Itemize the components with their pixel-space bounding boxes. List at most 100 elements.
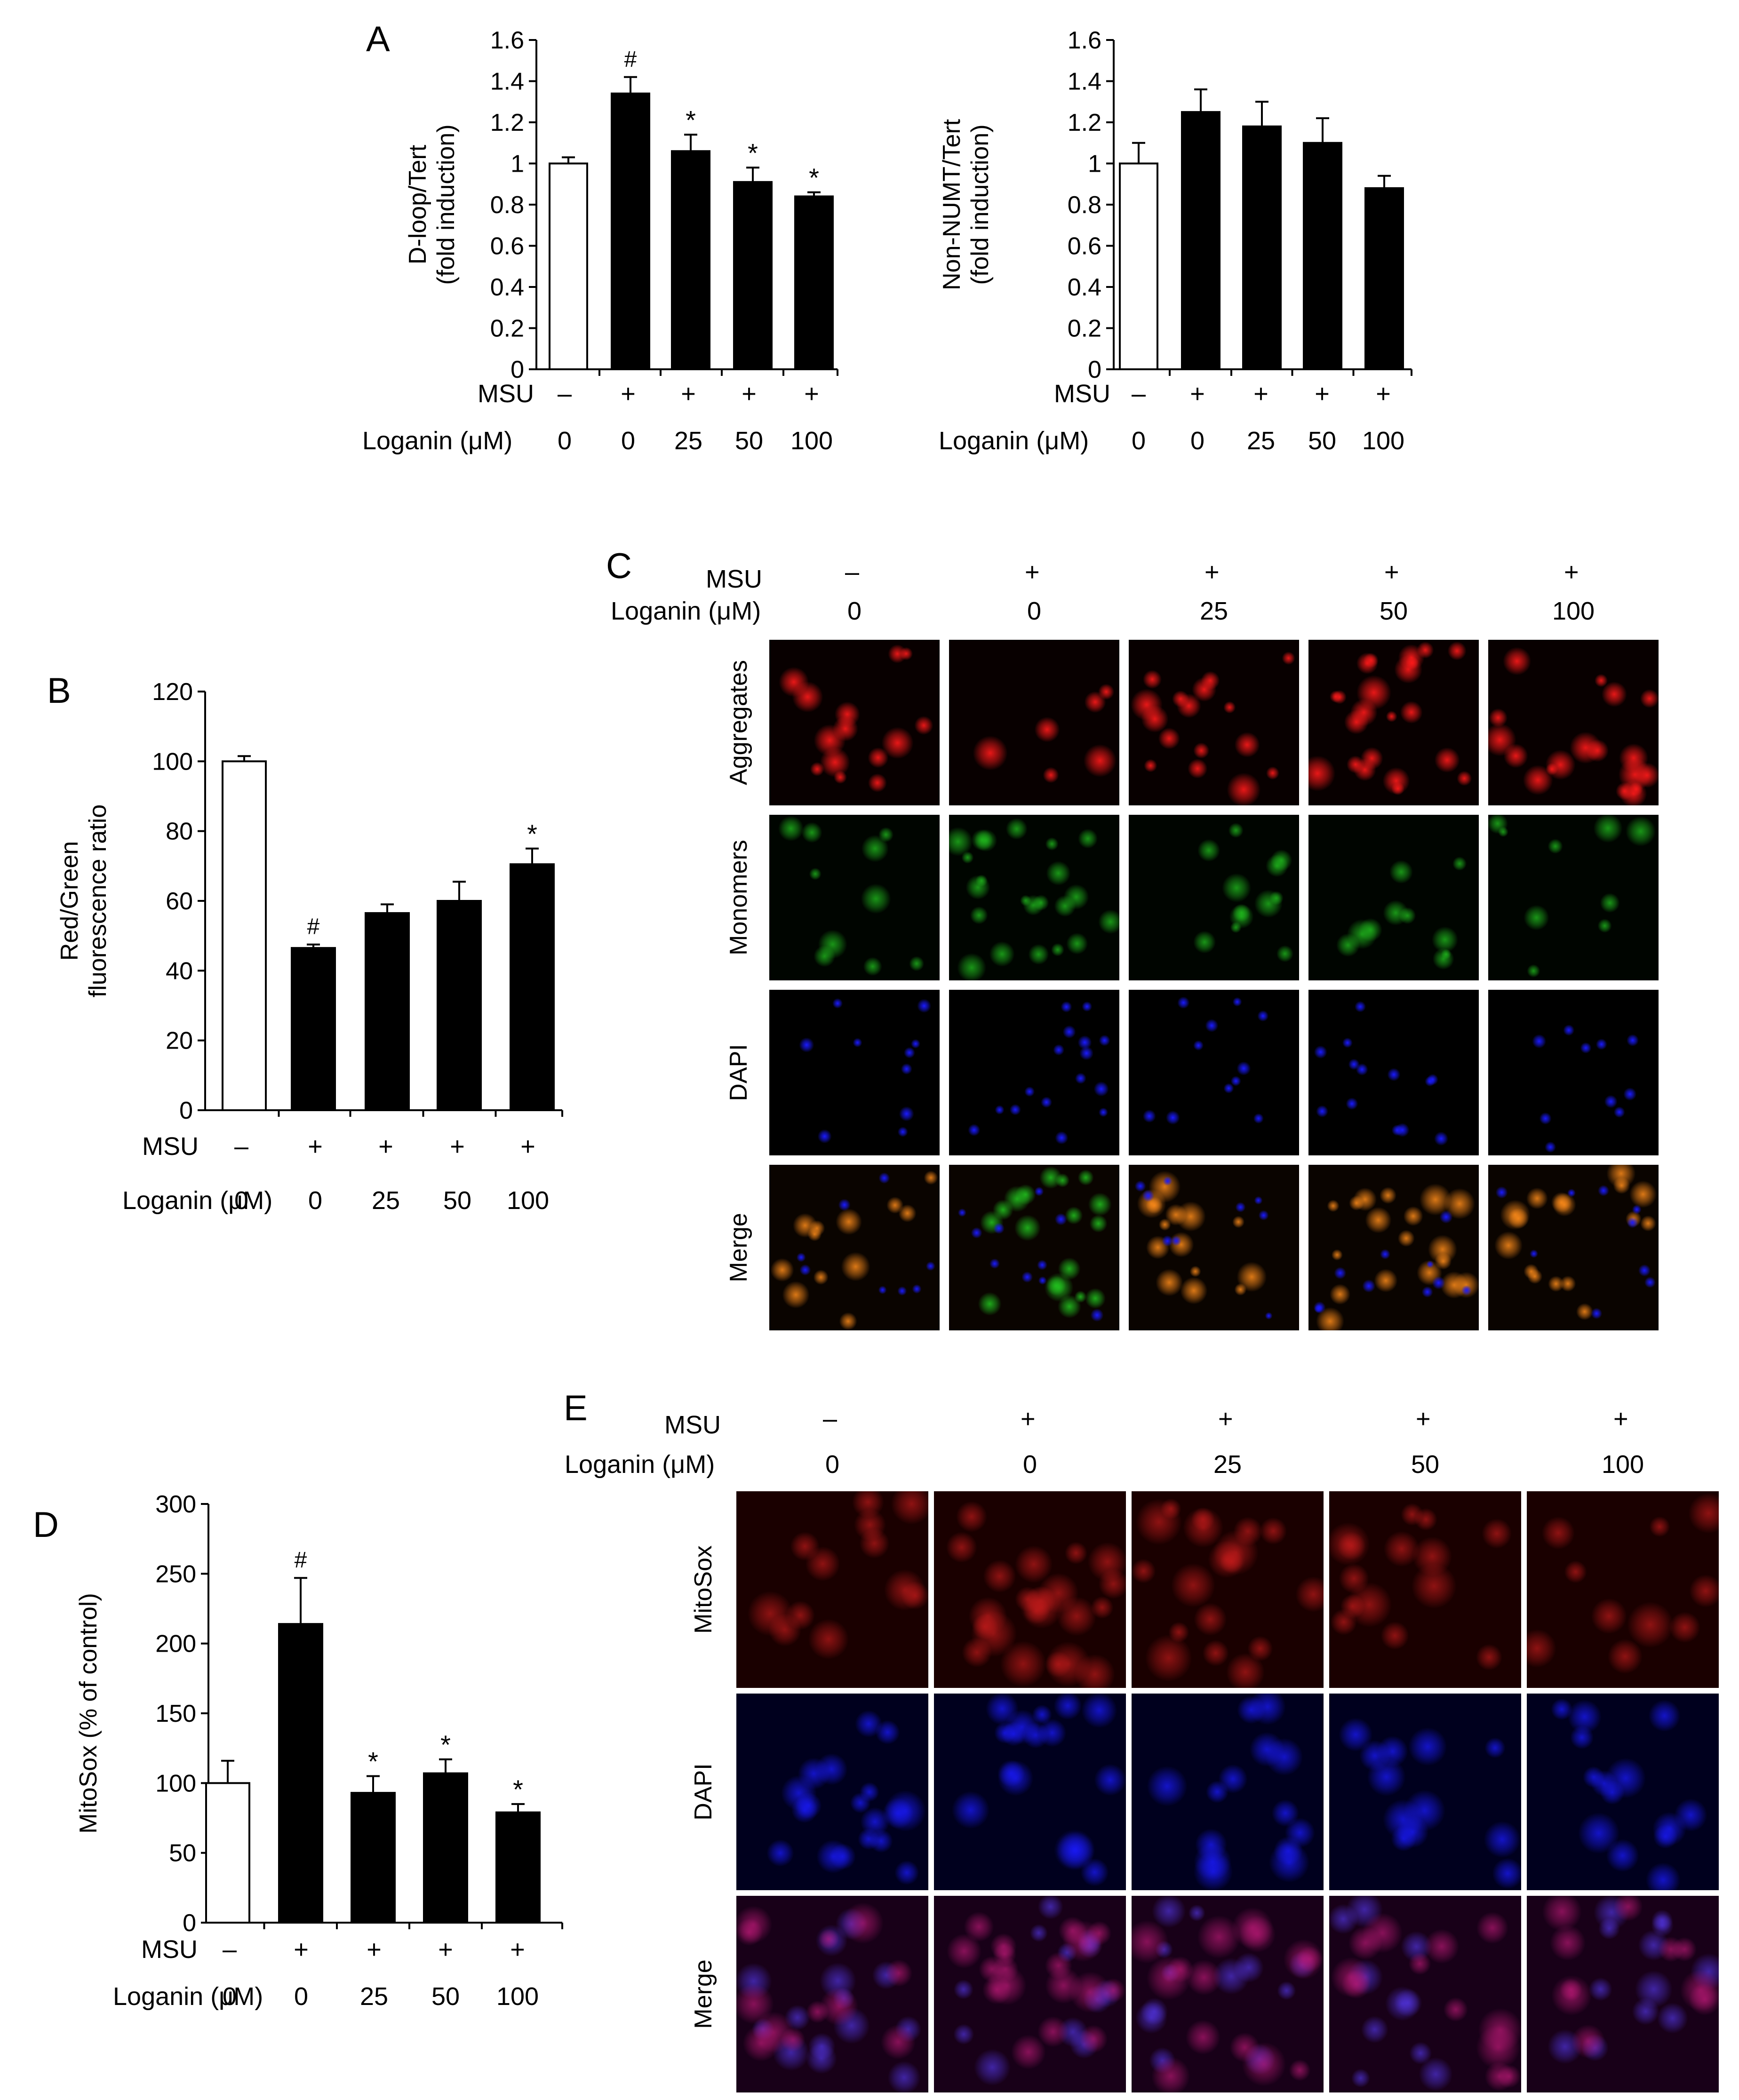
chart-b-msu-value: + (450, 1132, 465, 1161)
chart-a2-y-tick-label: 0.2 (1068, 315, 1101, 342)
c-micrograph-dapi (1129, 990, 1299, 1155)
e-column-loganin: 100 (1601, 1450, 1644, 1479)
chart-d-bar (278, 1623, 323, 1924)
chart-b-y-axis-label: Red/Green (56, 841, 83, 961)
chart-b-loganin-value: 100 (507, 1186, 549, 1215)
chart-a2-loganin-value: 100 (1362, 427, 1404, 455)
e-row-label: Merge (690, 1959, 717, 2029)
panel-letter-d: D (33, 1505, 59, 1545)
c-row-label: DAPI (725, 1044, 752, 1101)
chart-a1-loganin-value: 50 (735, 427, 763, 455)
chart-a2-y-tick-label: 1.2 (1068, 109, 1101, 136)
chart-a2-y-tick-label: 0 (1088, 356, 1101, 383)
chart-d-loganin-value: 50 (431, 1982, 460, 2011)
chart-a2-bar (1119, 162, 1158, 370)
chart-a1-y-tick-label: 0.4 (490, 274, 524, 301)
chart-b-bar (291, 947, 336, 1111)
chart-a1-y-tick-label: 0.6 (490, 233, 524, 260)
e-micrograph-dapi (934, 1694, 1126, 1890)
chart-b-y-tick-label: 60 (166, 888, 193, 915)
c-row-label: Monomers (725, 840, 752, 955)
c-column-msu: + (1384, 558, 1399, 586)
chart-d-msu-value: + (510, 1935, 525, 1964)
e-column-msu: + (1416, 1405, 1431, 1433)
chart-d-y-tick-label: 200 (155, 1631, 196, 1658)
c-micrograph-dapi (949, 990, 1119, 1155)
c-column-msu: + (1025, 558, 1040, 586)
chart-a1-y-tick-label: 0 (511, 356, 524, 383)
chart-a1-bar (794, 195, 834, 370)
chart-a2-y-tick-label: 0.8 (1068, 191, 1101, 219)
chart-d-y-tick-label: 150 (155, 1700, 196, 1727)
c-micrograph-dapi (1308, 990, 1479, 1155)
panel-c-loganin-label: Loganin (μM) (611, 597, 761, 625)
c-column-loganin: 50 (1379, 597, 1408, 625)
e-micrograph-merge (1329, 1896, 1521, 2092)
chart-d-y-tick-label: 250 (155, 1560, 196, 1588)
c-micrograph-merge (1308, 1165, 1479, 1330)
e-column-msu: + (1218, 1405, 1233, 1433)
chart-b-y-axis-label: fluorescence ratio (84, 804, 112, 997)
e-micrograph-merge (934, 1896, 1126, 2092)
c-column-msu: – (845, 558, 860, 586)
c-micrograph-aggregates (769, 640, 940, 805)
chart-b-loganin-value: 0 (308, 1186, 322, 1215)
chart-a1-y-tick-label: 0.2 (490, 315, 524, 342)
c-column-msu: + (1564, 558, 1579, 586)
chart-a1-loganin-value: 0 (621, 427, 635, 455)
chart-a1-y-tick-label: 1.2 (490, 109, 524, 136)
panel-e-msu-label: MSU (664, 1411, 721, 1439)
panel-letter-b: B (47, 671, 71, 711)
chart-b-msu-label: MSU (142, 1132, 199, 1161)
c-row-label: Aggregates (725, 660, 752, 785)
chart-d-significance-marker: * (440, 1730, 451, 1759)
chart-d-significance-marker: * (513, 1774, 523, 1804)
e-row-label: MitoSox (690, 1545, 717, 1634)
c-micrograph-merge (949, 1165, 1119, 1330)
chart-a2-y-tick-label: 1.6 (1068, 27, 1101, 54)
chart-a2-loganin-value: 0 (1132, 427, 1146, 455)
chart-a1-msu-value: + (804, 380, 819, 408)
chart-d-bar (495, 1811, 541, 1924)
chart-a2-loganin-value: 50 (1308, 427, 1336, 455)
e-column-msu: + (1613, 1405, 1628, 1433)
chart-a1-y-tick-label: 0.8 (490, 191, 524, 219)
chart-a2-msu-value: + (1315, 380, 1330, 408)
chart-d-bar (423, 1772, 468, 1924)
chart-d-msu-value: + (294, 1935, 309, 1964)
chart-a2-y-tick-label: 1 (1088, 151, 1101, 178)
chart-d-msu-value: + (367, 1935, 382, 1964)
chart-a2-y-axis-label: Non-NUMT/Tert (938, 119, 965, 290)
e-micrograph-mitosox (1329, 1491, 1521, 1688)
e-column-msu: – (823, 1405, 838, 1433)
chart-a1-y-tick-label: 1.6 (490, 27, 524, 54)
chart-b-msu-value: + (520, 1132, 535, 1161)
panel-letter-c: C (606, 546, 632, 586)
chart-a2-msu-value: + (1376, 380, 1391, 408)
chart-a1-significance-marker: * (686, 105, 696, 135)
chart-a2-msu-value: + (1253, 380, 1268, 408)
chart-d-significance-marker: # (295, 1548, 307, 1573)
panel-e-loganin-label: Loganin (μM) (565, 1450, 715, 1479)
chart-a2-loganin-label: Loganin (μM) (939, 427, 1089, 455)
e-column-loganin: 25 (1213, 1450, 1242, 1479)
chart-a2-msu-label: MSU (1054, 380, 1110, 408)
chart-a1-msu-value: – (558, 380, 572, 408)
chart-a1-bar (733, 181, 773, 370)
e-column-loganin: 0 (1022, 1450, 1037, 1479)
panel-letter-e: E (564, 1388, 588, 1428)
c-micrograph-aggregates (1488, 640, 1659, 805)
e-column-loganin: 0 (825, 1450, 840, 1479)
chart-a1-bar (671, 150, 710, 370)
chart-a1-msu-label: MSU (478, 380, 534, 408)
chart-d-y-axis-label: MitoSox (% of control) (75, 1593, 102, 1834)
chart-a2-msu-value: – (1132, 380, 1146, 408)
c-micrograph-aggregates (1129, 640, 1299, 805)
chart-a2-bar (1364, 187, 1404, 370)
chart-a1-msu-value: + (621, 380, 636, 408)
chart-a1-significance-marker: * (809, 163, 819, 192)
chart-b-bar (437, 900, 482, 1111)
chart-b-y-tick-label: 40 (166, 957, 193, 985)
c-micrograph-monomers (1488, 815, 1659, 980)
c-column-loganin: 25 (1199, 597, 1228, 625)
